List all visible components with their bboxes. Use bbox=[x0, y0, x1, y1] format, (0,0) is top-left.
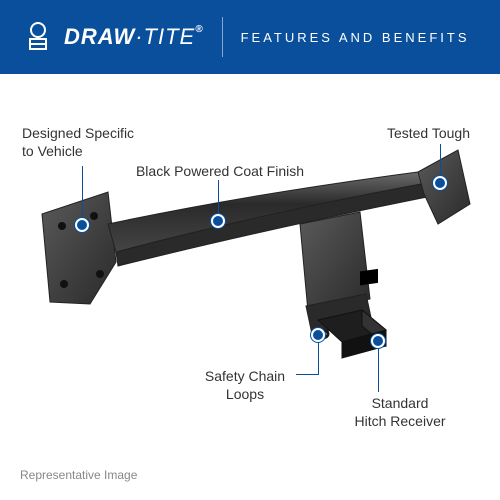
leader-line bbox=[378, 346, 379, 392]
callout-dot bbox=[211, 214, 225, 228]
callout-finish: Black Powered Coat Finish bbox=[120, 162, 320, 180]
footnote: Representative Image bbox=[20, 468, 137, 482]
header-divider bbox=[222, 17, 223, 57]
leader-line bbox=[296, 374, 318, 375]
callout-dot bbox=[371, 334, 385, 348]
brand-logo: DRAW·TITE® bbox=[20, 19, 204, 55]
callout-receiver: StandardHitch Receiver bbox=[340, 394, 460, 430]
callout-loops: Safety ChainLoops bbox=[190, 367, 300, 403]
callout-dot bbox=[75, 218, 89, 232]
leader-line bbox=[82, 166, 83, 220]
leader-line bbox=[440, 144, 441, 178]
leader-line bbox=[318, 340, 319, 375]
logo-text: DRAW·TITE® bbox=[64, 24, 204, 50]
callout-dot bbox=[433, 176, 447, 190]
diagram-stage: Designed Specificto Vehicle Black Powere… bbox=[0, 74, 500, 500]
leader-line bbox=[218, 180, 219, 216]
callout-tested: Tested Tough bbox=[360, 124, 470, 142]
callout-dot bbox=[311, 328, 325, 342]
hitch-ball-icon bbox=[20, 19, 56, 55]
header-subtitle: FEATURES AND BENEFITS bbox=[241, 30, 470, 45]
callout-designed: Designed Specificto Vehicle bbox=[22, 124, 162, 160]
header-bar: DRAW·TITE® FEATURES AND BENEFITS bbox=[0, 0, 500, 74]
